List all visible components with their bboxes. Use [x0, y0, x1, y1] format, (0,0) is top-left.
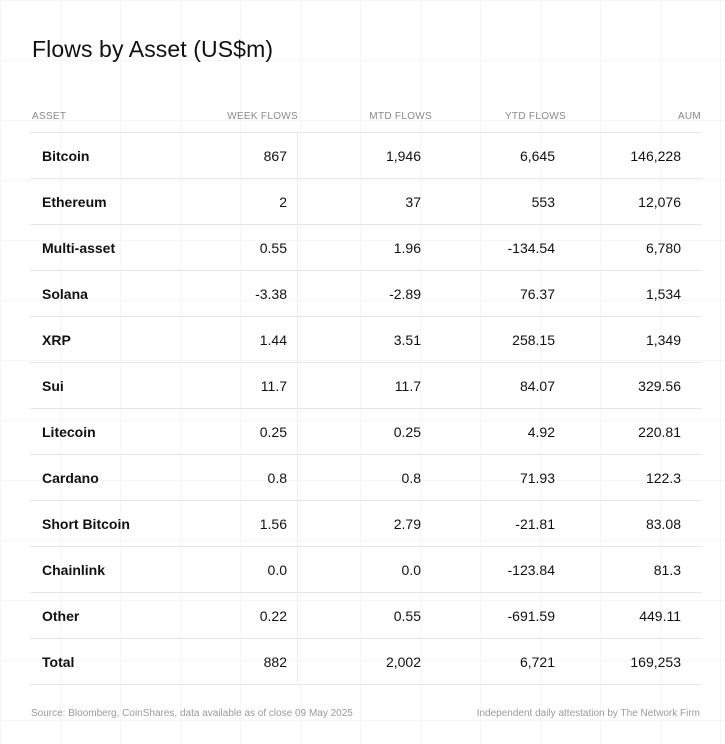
mtd-flows-cell: 1,946 — [385, 147, 421, 164]
week-flows-cell: 0.8 — [267, 469, 287, 486]
ytd-flows-cell: 258.15 — [512, 331, 555, 348]
table-header: ASSET WEEK FLOWS MTD FLOWS YTD FLOWS AUM — [30, 100, 702, 132]
aum-cell: 169,253 — [630, 653, 681, 670]
table-row: Ethereum 2 37 553 12,076 — [30, 178, 702, 224]
aum-cell: 81.3 — [653, 561, 681, 578]
table-row: Sui 11.7 11.7 84.07 329.56 — [30, 362, 702, 408]
ytd-flows-cell: 6,721 — [519, 653, 555, 670]
asset-cell: Multi-asset — [42, 239, 116, 256]
table-row: Other 0.22 0.55 -691.59 449.11 — [30, 592, 702, 638]
week-flows-cell: 1.44 — [259, 331, 287, 348]
week-flows-cell: 0.25 — [259, 423, 287, 440]
column-header-aum: AUM — [677, 110, 701, 122]
asset-cell: XRP — [42, 331, 71, 348]
table-row: Chainlink 0.0 0.0 -123.84 81.3 — [30, 546, 702, 592]
week-flows-cell: 0.0 — [267, 561, 287, 578]
page-title: Flows by Asset (US$m) — [32, 36, 274, 62]
aum-cell: 329.56 — [638, 377, 681, 394]
table-row: Total 882 2,002 6,721 169,253 — [30, 638, 702, 685]
table-row: XRP 1.44 3.51 258.15 1,349 — [30, 316, 702, 362]
asset-cell: Total — [42, 653, 75, 670]
aum-cell: 449.11 — [639, 607, 681, 624]
asset-cell: Solana — [42, 285, 88, 302]
aum-cell: 6,780 — [645, 239, 681, 256]
week-flows-cell: 11.7 — [260, 377, 287, 394]
table-row: Multi-asset 0.55 1.96 -134.54 6,780 — [30, 224, 702, 270]
aum-cell: 83.08 — [645, 515, 681, 532]
asset-cell: Chainlink — [42, 561, 106, 578]
asset-cell: Short Bitcoin — [42, 515, 130, 532]
mtd-flows-cell: 0.8 — [401, 469, 421, 486]
mtd-flows-cell: -2.89 — [389, 285, 421, 302]
mtd-flows-cell: 37 — [405, 193, 421, 210]
mtd-flows-cell: 2.79 — [393, 515, 421, 532]
ytd-flows-cell: 76.37 — [519, 285, 555, 302]
asset-cell: Sui — [42, 377, 64, 394]
aum-cell: 122.3 — [645, 469, 681, 486]
asset-cell: Other — [42, 607, 80, 624]
mtd-flows-cell: 0.25 — [393, 423, 421, 440]
column-header-asset: ASSET — [32, 110, 67, 122]
ytd-flows-cell: 6,645 — [519, 147, 555, 164]
table-row: Bitcoin 867 1,946 6,645 146,228 — [30, 132, 702, 178]
asset-cell: Litecoin — [42, 423, 96, 440]
ytd-flows-cell: 4.92 — [527, 423, 555, 440]
source-note: Source: Bloomberg, CoinShares, data avai… — [31, 708, 353, 719]
week-flows-cell: -3.38 — [255, 285, 287, 302]
table-body: Bitcoin 867 1,946 6,645 146,228 Ethereum 2 37 55… — [30, 132, 702, 685]
ytd-flows-cell: -21.81 — [515, 515, 555, 532]
ytd-flows-cell: 84.07 — [519, 377, 555, 394]
week-flows-cell: 2 — [279, 193, 287, 210]
table-row: Cardano 0.8 0.8 71.93 122.3 — [30, 454, 702, 500]
asset-cell: Ethereum — [42, 193, 107, 210]
aum-cell: 1,349 — [645, 331, 681, 348]
asset-cell: Cardano — [42, 469, 99, 486]
week-flows-cell: 0.55 — [259, 239, 287, 256]
table-row: Short Bitcoin 1.56 2.79 -21.81 83.08 — [30, 500, 702, 546]
ytd-flows-cell: -691.59 — [507, 607, 555, 624]
table-row: Litecoin 0.25 0.25 4.92 220.81 — [30, 408, 702, 454]
flows-table: ASSET WEEK FLOWS MTD FLOWS YTD FLOWS AUM… — [30, 100, 702, 685]
table-row: Solana -3.38 -2.89 76.37 1,534 — [30, 270, 702, 316]
mtd-flows-cell: 1.96 — [393, 239, 421, 256]
aum-cell: 220.81 — [638, 423, 681, 440]
week-flows-cell: 882 — [263, 653, 287, 670]
mtd-flows-cell: 3.51 — [393, 331, 421, 348]
aum-cell: 146,228 — [630, 147, 681, 164]
mtd-flows-cell: 11.7 — [394, 377, 421, 394]
column-header-mtd-flows: MTD FLOWS — [369, 110, 432, 122]
mtd-flows-cell: 2,002 — [385, 653, 421, 670]
column-header-ytd-flows: YTD FLOWS — [504, 110, 566, 122]
attestation-note: Independent daily attestation by The Net… — [476, 708, 700, 719]
week-flows-cell: 867 — [263, 147, 287, 164]
week-flows-cell: 1.56 — [259, 515, 287, 532]
week-flows-cell: 0.22 — [259, 607, 287, 624]
aum-cell: 1,534 — [645, 285, 681, 302]
ytd-flows-cell: -123.84 — [507, 561, 555, 578]
ytd-flows-cell: 71.93 — [519, 469, 555, 486]
mtd-flows-cell: 0.0 — [401, 561, 421, 578]
ytd-flows-cell: 553 — [531, 193, 555, 210]
asset-cell: Bitcoin — [42, 147, 90, 164]
aum-cell: 12,076 — [638, 193, 681, 210]
ytd-flows-cell: -134.54 — [507, 239, 555, 256]
column-header-week-flows: WEEK FLOWS — [227, 110, 298, 122]
mtd-flows-cell: 0.55 — [393, 607, 421, 624]
